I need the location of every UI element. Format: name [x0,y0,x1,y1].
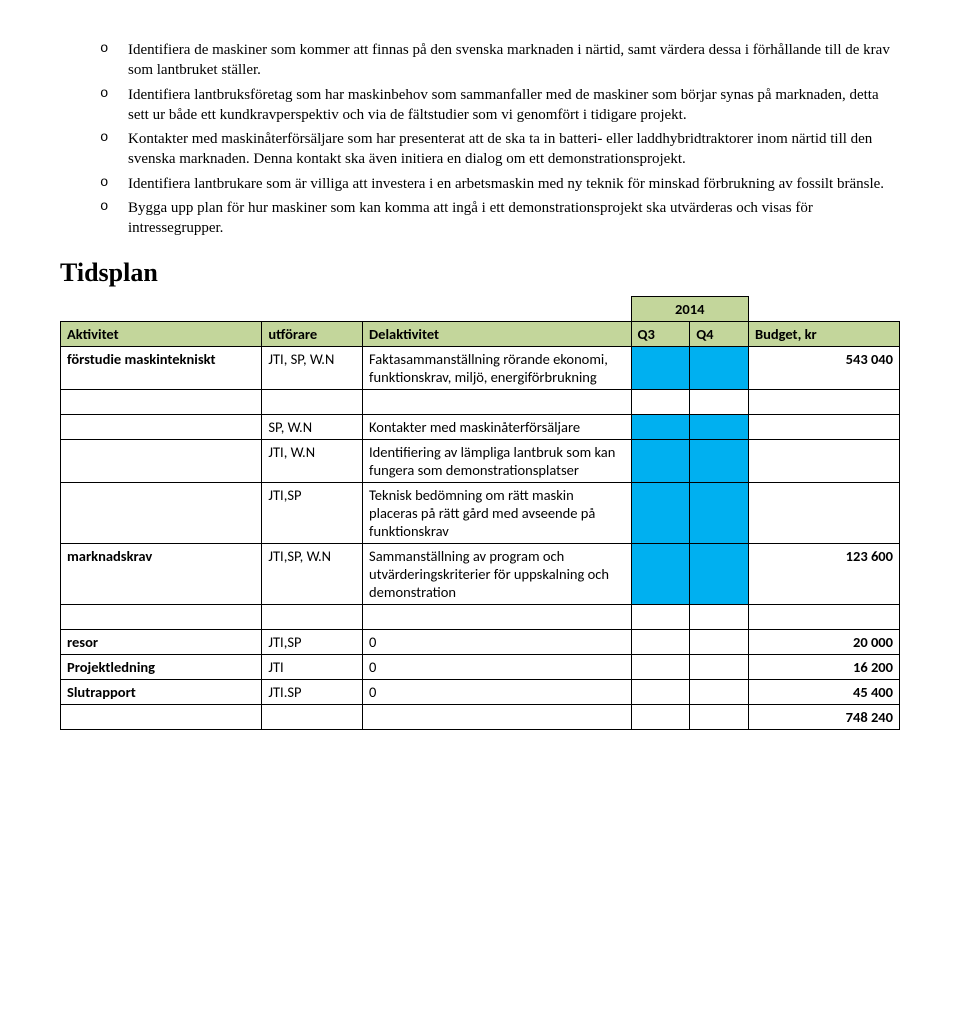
table-row: resorJTI,SP0 20 000 [61,630,900,655]
table-row: förstudie maskinteknisktJTI, SP, W.NFakt… [61,347,900,390]
q4-cell [690,630,749,655]
year-row: 2014 [61,297,900,322]
table-row: ProjektledningJTI0 16 200 [61,655,900,680]
q3-cell [631,630,690,655]
aktivitet-cell [61,440,262,483]
spacer-cell [262,390,363,415]
utforare-cell: SP, W.N [262,415,363,440]
table-row: 748 240 [61,705,900,730]
spacer-cell [748,605,899,630]
bullet-item: Identifiera lantbrukare som är villiga a… [100,174,900,194]
bullet-item: Identifiera de maskiner som kommer att f… [100,40,900,81]
spacer-cell [363,390,631,415]
aktivitet-cell: Slutrapport [61,680,262,705]
q4-cell [690,440,749,483]
q3-cell [631,483,690,544]
utforare-cell: JTI.SP [262,680,363,705]
budget-cell: 20 000 [748,630,899,655]
aktivitet-cell: resor [61,630,262,655]
aktivitet-cell [61,415,262,440]
q4-cell [690,705,749,730]
table-row: marknadskravJTI,SP, W.NSammanställning a… [61,544,900,605]
aktivitet-cell [61,705,262,730]
utforare-cell: JTI,SP, W.N [262,544,363,605]
budget-cell [748,440,899,483]
delaktivitet-cell: 0 [363,655,631,680]
budget-cell: 543 040 [748,347,899,390]
spacer-cell [631,605,690,630]
delaktivitet-cell: 0 [363,630,631,655]
utforare-cell: JTI,SP [262,483,363,544]
spacer-cell [363,605,631,630]
bullet-list: Identifiera de maskiner som kommer att f… [60,40,900,238]
spacer-cell [748,390,899,415]
q3-cell [631,680,690,705]
spacer-cell [61,390,262,415]
budget-cell: 16 200 [748,655,899,680]
budget-cell: 748 240 [748,705,899,730]
delaktivitet-cell: 0 [363,680,631,705]
q3-cell [631,544,690,605]
column-header: Q4 [690,322,749,347]
q3-cell [631,655,690,680]
q3-cell [631,440,690,483]
spacer-cell [690,390,749,415]
delaktivitet-cell [363,705,631,730]
utforare-cell: JTI, W.N [262,440,363,483]
q4-cell [690,415,749,440]
q4-cell [690,655,749,680]
delaktivitet-cell: Faktasammanställning rörande ekonomi, fu… [363,347,631,390]
aktivitet-cell: förstudie maskintekniskt [61,347,262,390]
utforare-cell: JTI [262,655,363,680]
column-header: Delaktivitet [363,322,631,347]
q4-cell [690,347,749,390]
delaktivitet-cell: Teknisk bedömning om rätt maskin placera… [363,483,631,544]
aktivitet-cell: Projektledning [61,655,262,680]
delaktivitet-cell: Kontakter med maskinåterförsäljare [363,415,631,440]
tidsplan-table: 2014 AktivitetutförareDelaktivitetQ3Q4Bu… [60,296,900,730]
budget-cell: 123 600 [748,544,899,605]
utforare-cell [262,705,363,730]
q3-cell [631,415,690,440]
budget-cell [748,483,899,544]
column-header: Aktivitet [61,322,262,347]
budget-cell [748,415,899,440]
delaktivitet-cell: Sammanställning av program och utvärderi… [363,544,631,605]
section-heading: Tidsplan [60,258,900,288]
budget-cell: 45 400 [748,680,899,705]
bullet-item: Identifiera lantbruksföretag som har mas… [100,85,900,126]
table-row: SlutrapportJTI.SP0 45 400 [61,680,900,705]
q4-cell [690,544,749,605]
spacer-cell [631,390,690,415]
year-header: 2014 [631,297,748,322]
aktivitet-cell [61,483,262,544]
column-header: utförare [262,322,363,347]
q3-cell [631,347,690,390]
delaktivitet-cell: Identifiering av lämpliga lantbruk som k… [363,440,631,483]
table-row [61,605,900,630]
column-header-row: AktivitetutförareDelaktivitetQ3Q4Budget,… [61,322,900,347]
spacer-cell [61,605,262,630]
q4-cell [690,680,749,705]
q4-cell [690,483,749,544]
utforare-cell: JTI, SP, W.N [262,347,363,390]
aktivitet-cell: marknadskrav [61,544,262,605]
table-row: JTI,SPTeknisk bedömning om rätt maskin p… [61,483,900,544]
column-header: Budget, kr [748,322,899,347]
table-row: SP, W.NKontakter med maskinåterförsäljar… [61,415,900,440]
table-row [61,390,900,415]
column-header: Q3 [631,322,690,347]
spacer-cell [690,605,749,630]
bullet-item: Bygga upp plan för hur maskiner som kan … [100,198,900,239]
bullet-item: Kontakter med maskinåterförsäljare som h… [100,129,900,170]
q3-cell [631,705,690,730]
table-row: JTI, W.NIdentifiering av lämpliga lantbr… [61,440,900,483]
spacer-cell [262,605,363,630]
utforare-cell: JTI,SP [262,630,363,655]
